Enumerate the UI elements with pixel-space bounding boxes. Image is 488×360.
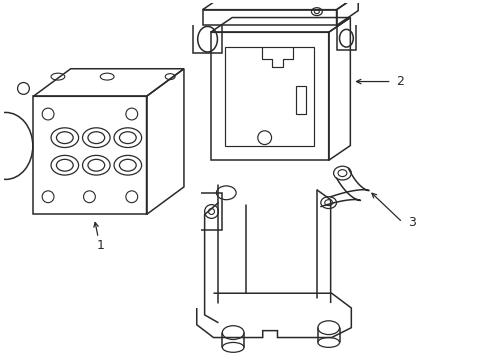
Text: 2: 2	[395, 75, 403, 88]
Text: 3: 3	[407, 216, 415, 229]
Text: 1: 1	[96, 239, 104, 252]
